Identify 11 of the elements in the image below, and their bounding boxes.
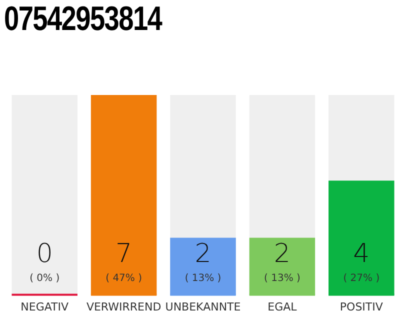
x-tick-label: VERWIRREND [86, 300, 162, 314]
data-label: 7 ( 47% ) [106, 238, 142, 284]
x-tick-label: EGAL [268, 300, 298, 314]
data-label: 4 ( 27% ) [343, 238, 380, 284]
data-label: 0 ( 0% ) [30, 238, 60, 284]
x-tick-label: UNBEKANNTE [165, 300, 241, 314]
data-label: 2 ( 13% ) [264, 238, 300, 284]
x-tick-label: NEGATIV [20, 300, 69, 314]
x-tick-label: POSITIV [340, 300, 384, 314]
data-label: 2 ( 13% ) [184, 238, 222, 284]
chart-title: 07542953814 [4, 0, 162, 39]
